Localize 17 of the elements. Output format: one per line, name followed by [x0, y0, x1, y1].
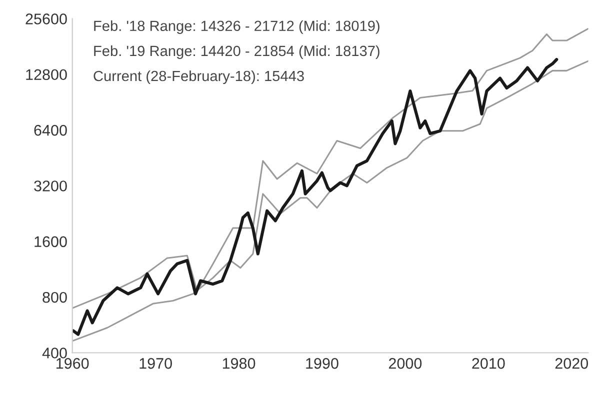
x-tick-label: 2000 — [388, 358, 422, 369]
x-tick-label: 1960 — [56, 358, 89, 369]
x-tick-label: 1980 — [222, 358, 256, 369]
x-tick-label: 2010 — [472, 358, 505, 369]
annotation: Current (28-February-18): 15443 — [94, 70, 304, 84]
y-tick-label: 6400 — [34, 124, 67, 136]
x-tick-label: 2020 — [555, 358, 588, 369]
y-tick-label: 3200 — [34, 180, 67, 192]
y-tick-label: 12800 — [26, 69, 67, 80]
y-tick-label: 25600 — [26, 14, 67, 24]
x-tick-label: 1990 — [306, 358, 338, 369]
y-tick-label: 1600 — [34, 236, 67, 248]
annotation: Feb. '18 Range: 14326 - 21712 (Mid: 18019) — [94, 20, 380, 34]
y-tick-label: 400 — [42, 348, 67, 358]
y-tick-label: 800 — [42, 292, 67, 303]
annotation: Feb. '19 Range: 14420 - 21854 (Mid: 18137) — [94, 45, 380, 59]
x-tick-label: 1970 — [140, 358, 172, 369]
